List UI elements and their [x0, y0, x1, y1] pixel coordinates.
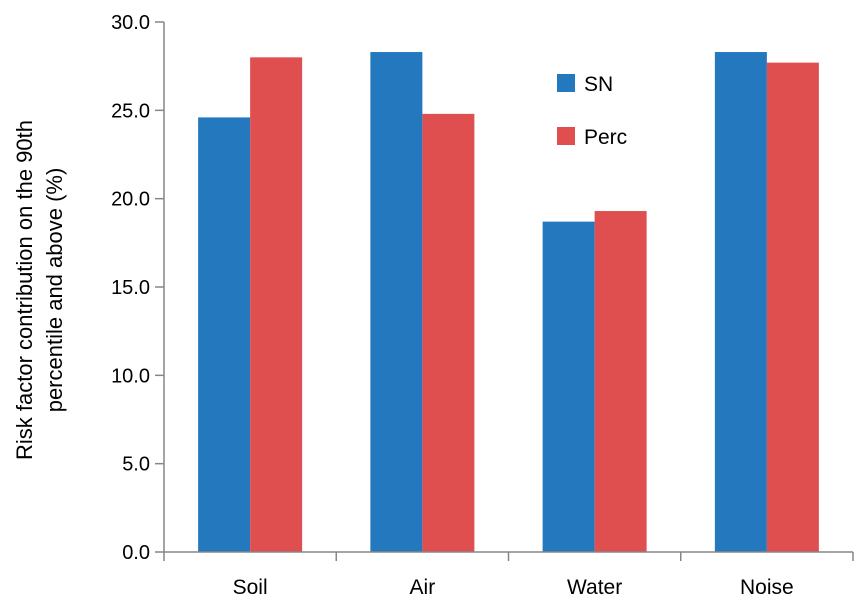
y-tick-label: 5.0	[122, 454, 150, 476]
bar-sn-soil	[198, 117, 251, 553]
y-tick-label: 30.0	[111, 12, 150, 34]
legend-label-sn: SN	[584, 73, 613, 96]
x-tick-label-air: Air	[410, 576, 436, 599]
bar-sn-water	[542, 221, 595, 552]
y-tick-label: 25.0	[111, 100, 150, 122]
bar-perc-noise	[766, 62, 819, 553]
x-axis-ticks: Soil Air Water Noise	[163, 552, 854, 599]
y-tick-label: 0.0	[122, 542, 150, 564]
y-axis-ticks: 0.0 5.0 10.0 15.0 20.0 25.0 30.0	[111, 12, 164, 564]
y-tick-label: 15.0	[111, 277, 150, 299]
legend-label-perc: Perc	[584, 126, 627, 149]
legend-swatch-perc	[557, 127, 575, 145]
bar-perc-soil	[250, 57, 303, 552]
y-tick-label: 10.0	[111, 365, 150, 387]
bars	[198, 52, 819, 553]
legend: SN Perc	[557, 73, 627, 149]
bar-perc-air	[422, 113, 475, 552]
x-tick-label-soil: Soil	[233, 576, 268, 599]
bar-sn-air	[370, 52, 423, 553]
y-axis-title-line-1: Risk factor contribution on the 90th	[12, 120, 37, 460]
y-axis-title: Risk factor contribution on the 90th per…	[12, 120, 67, 460]
y-tick-label: 20.0	[111, 189, 150, 211]
bar-perc-water	[594, 211, 647, 553]
legend-swatch-sn	[557, 74, 575, 92]
bar-sn-noise	[714, 52, 767, 553]
y-axis-title-line-2: percentile and above (%)	[42, 168, 67, 413]
x-tick-label-water: Water	[567, 576, 622, 599]
x-tick-label-noise: Noise	[740, 576, 794, 599]
